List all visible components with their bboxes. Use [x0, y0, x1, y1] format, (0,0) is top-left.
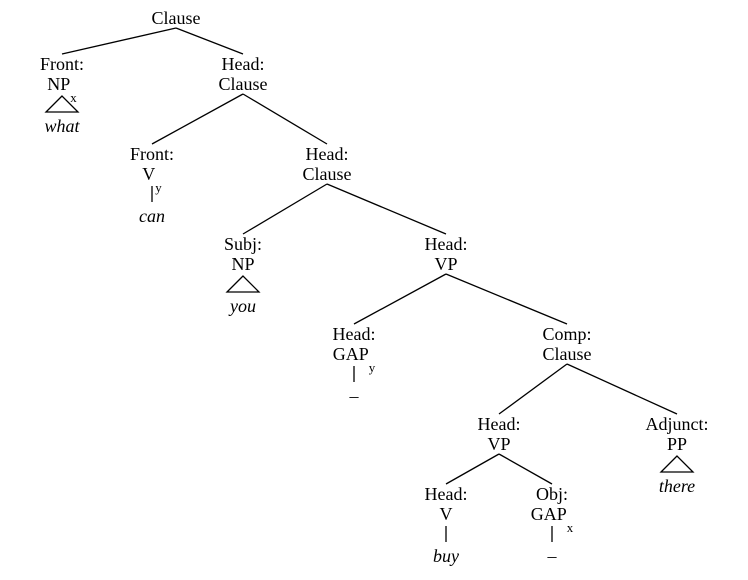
tree-edge: [62, 28, 176, 54]
tree-edge: [499, 454, 552, 484]
tree-edge: [354, 274, 446, 324]
tree-edge: [152, 94, 243, 144]
node-label-1: Head:: [425, 484, 468, 504]
node-label-2: Clause: [219, 74, 268, 94]
leaf-word: there: [659, 476, 695, 496]
node-label-1: Obj:: [536, 484, 568, 504]
tree-node-head2: Head:Clause: [303, 144, 352, 184]
node-label-1: Front:: [40, 54, 84, 74]
node-label-2: Clause: [303, 164, 352, 184]
tree-edge: [176, 28, 243, 54]
leaf-word: –: [349, 386, 360, 406]
node-label-2: PP: [667, 434, 687, 454]
node-label-2: VP: [434, 254, 457, 274]
node-label-1: Head:: [306, 144, 349, 164]
tree-node-verb: Head:Vbuy: [425, 484, 468, 566]
tree-node-gap_y: Head:GAPy–: [333, 324, 376, 406]
node-label-2: V: [440, 504, 453, 524]
tree-node-front1: Front:NPx what: [40, 54, 84, 136]
node-label-1: Head:: [478, 414, 521, 434]
tree-node-head4: Head:VP: [478, 414, 521, 454]
node-label-1: Subj:: [224, 234, 262, 254]
tree-node-adj: Adjunct:PP there: [646, 414, 709, 496]
tree-node-root: Clause: [152, 8, 201, 28]
triangle: [227, 276, 259, 292]
tree-node-subj: Subj:NP you: [224, 234, 262, 316]
tree-node-head1: Head:Clause: [219, 54, 268, 94]
node-label-1: Head:: [222, 54, 265, 74]
node-label-1: Comp:: [542, 324, 591, 344]
leaf-word: buy: [433, 546, 459, 566]
tree-edge: [243, 94, 327, 144]
triangle: [661, 456, 693, 472]
tree-edge: [327, 184, 446, 234]
leaf-word: what: [44, 116, 80, 136]
node-label-2: Clause: [543, 344, 592, 364]
node-label-1: Head:: [333, 324, 376, 344]
tree-edge: [446, 274, 567, 324]
node-label-1: Adjunct:: [646, 414, 709, 434]
tree-node-front2: Front:Vycan: [130, 144, 174, 226]
leaf-word: can: [139, 206, 165, 226]
node-label-1: Clause: [152, 8, 201, 28]
leaf-word: you: [228, 296, 256, 316]
node-label-1: Front:: [130, 144, 174, 164]
node-label-2: NPx: [47, 74, 77, 105]
node-label-1: Head:: [425, 234, 468, 254]
tree-edge: [499, 364, 567, 414]
tree-node-head3: Head:VP: [425, 234, 468, 274]
tree-edge: [446, 454, 499, 484]
leaf-word: –: [547, 546, 558, 566]
node-label-2: VP: [487, 434, 510, 454]
tree-edge: [567, 364, 677, 414]
tree-edge: [243, 184, 327, 234]
syntax-tree: ClauseFront:NPxwhatHead:ClauseFront:Vyca…: [0, 0, 748, 580]
tree-node-gap_x: Obj:GAPx–: [531, 484, 574, 566]
tree-node-comp: Comp:Clause: [542, 324, 591, 364]
node-label-2: NP: [231, 254, 254, 274]
